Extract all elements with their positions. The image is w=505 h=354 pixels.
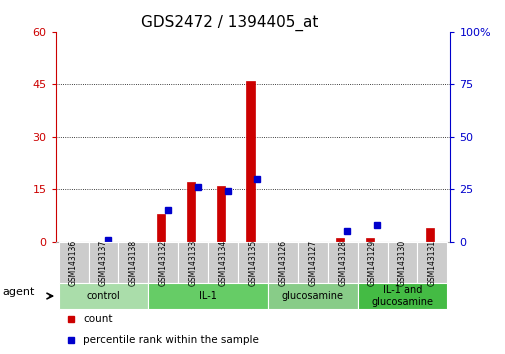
Text: GSM143134: GSM143134 [218,240,227,286]
Bar [417,242,446,283]
Bar [118,242,148,283]
Text: GSM143132: GSM143132 [159,240,168,286]
Title: GDS2472 / 1394405_at: GDS2472 / 1394405_at [140,14,317,30]
Text: GSM143135: GSM143135 [248,240,257,286]
Bar [88,242,118,283]
Bar [366,238,374,242]
Bar [237,242,268,283]
Text: GSM143128: GSM143128 [337,240,346,286]
Text: GSM143136: GSM143136 [69,240,78,286]
Text: GSM143133: GSM143133 [188,240,197,286]
Text: control: control [86,291,120,301]
Text: IL-1 and
glucosamine: IL-1 and glucosamine [371,285,433,307]
Bar [268,242,297,283]
Text: percentile rank within the sample: percentile rank within the sample [83,335,259,345]
Bar [59,283,148,309]
Bar [246,81,254,242]
Bar [425,228,433,242]
Text: GSM143138: GSM143138 [129,240,138,286]
Text: agent: agent [3,287,35,297]
Bar [268,283,357,309]
Bar [357,283,446,309]
Bar [387,242,417,283]
Text: count: count [83,314,113,324]
Bar [157,214,165,242]
Bar [148,242,178,283]
Bar [208,242,237,283]
Bar [327,242,357,283]
Text: IL-1: IL-1 [199,291,217,301]
Text: GSM143137: GSM143137 [99,240,108,286]
Bar [59,242,88,283]
Bar [178,242,208,283]
Text: GSM143129: GSM143129 [367,240,376,286]
Text: GSM143127: GSM143127 [308,240,317,286]
Text: GSM143126: GSM143126 [278,240,287,286]
Bar [216,186,224,242]
Bar [335,238,344,242]
Text: glucosamine: glucosamine [281,291,343,301]
Text: GSM143130: GSM143130 [397,240,406,286]
Text: GSM143131: GSM143131 [427,240,436,286]
Bar [186,182,194,242]
Bar [148,283,268,309]
Bar [357,242,387,283]
Bar [297,242,327,283]
